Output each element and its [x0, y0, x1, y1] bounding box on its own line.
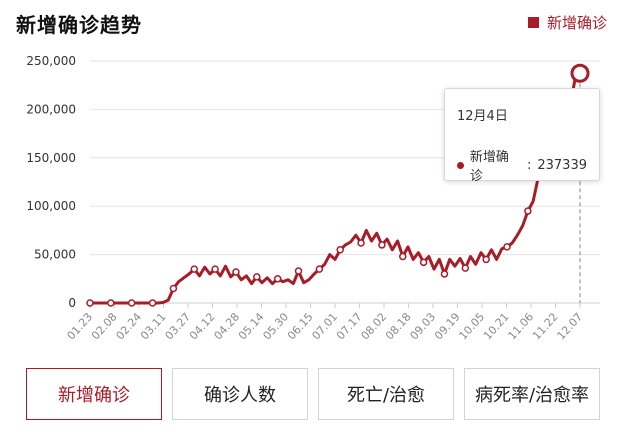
legend-swatch-icon	[527, 17, 539, 28]
tooltip-date: 12月4日	[457, 109, 508, 124]
data-point	[378, 241, 386, 249]
data-point	[357, 239, 365, 247]
x-tick-label: 06.15	[285, 310, 316, 342]
data-point	[148, 299, 157, 307]
tab-new-confirmed-label: 新增确诊	[58, 385, 130, 406]
y-tick-label: 200,000	[26, 102, 76, 116]
highlighted-data-point	[570, 63, 590, 83]
x-tick-label: 11.06	[505, 310, 536, 342]
data-point	[232, 268, 240, 276]
tab-confirmed-total[interactable]: 确诊人数	[172, 368, 308, 420]
data-point	[127, 299, 136, 307]
chart-tooltip: 12月4日 新增确诊:237339	[444, 88, 600, 184]
y-tick-label: 50,000	[34, 248, 76, 262]
data-point	[294, 267, 303, 275]
tab-new-confirmed[interactable]: 新增确诊	[26, 368, 162, 420]
x-tick-label: 02.08	[89, 310, 120, 342]
x-tick-label: 03.11	[138, 310, 169, 342]
tab-deaths-recovered[interactable]: 死亡/治愈	[318, 368, 454, 420]
tab-fatality-recovery-rate[interactable]: 病死率/治愈率	[464, 368, 600, 420]
x-tick-label: 09.03	[407, 310, 438, 342]
x-tick-label: 05.30	[260, 310, 291, 342]
data-point	[169, 284, 178, 293]
tab-confirmed-total-label: 确诊人数	[204, 385, 276, 406]
x-tick-label: 07.17	[334, 310, 365, 342]
data-point	[399, 252, 407, 261]
series-line	[90, 72, 582, 305]
tooltip-row: 新增确诊:237339	[457, 146, 587, 184]
tooltip-value: 237339	[537, 157, 587, 173]
data-point	[482, 255, 490, 264]
x-tick-label: 05.14	[236, 310, 267, 342]
x-tick-label: 02.24	[113, 310, 144, 342]
x-tick-label: 04.28	[211, 310, 242, 342]
x-tick-label: 12.07	[554, 310, 585, 342]
data-point	[336, 246, 344, 254]
tab-bar: 新增确诊 确诊人数 死亡/治愈 病死率/治愈率	[26, 368, 600, 420]
data-point	[211, 265, 219, 273]
y-tick-label: 250,000	[26, 54, 76, 68]
x-tick-label: 08.18	[383, 310, 414, 342]
tooltip-separator: :	[526, 157, 532, 173]
y-tick-label: 0	[68, 296, 76, 310]
x-tick-label: 09.19	[432, 310, 463, 342]
tab-fatality-recovery-rate-label: 病死率/治愈率	[474, 385, 590, 406]
x-tick-label: 03.27	[162, 310, 193, 342]
data-point	[503, 243, 511, 251]
data-point	[190, 265, 199, 273]
legend[interactable]: 新增确诊	[527, 12, 607, 33]
data-point	[440, 270, 449, 278]
data-point	[461, 264, 470, 272]
data-point	[86, 299, 94, 307]
y-tick-label: 150,000	[26, 151, 76, 165]
data-point	[524, 207, 532, 215]
legend-label: 新增确诊	[546, 14, 607, 32]
data-point	[273, 275, 282, 283]
data-point	[107, 299, 115, 307]
x-tick-label: 08.02	[358, 310, 389, 342]
data-point	[253, 273, 261, 281]
y-tick-label: 100,000	[26, 199, 76, 213]
chart-title: 新增确诊趋势	[16, 13, 142, 37]
x-tick-label: 10.05	[456, 310, 487, 342]
x-tick-label: 07.01	[309, 310, 340, 342]
tooltip-label: 新增确诊	[469, 150, 509, 184]
data-point	[419, 258, 428, 267]
tab-deaths-recovered-label: 死亡/治愈	[346, 385, 426, 406]
data-point	[315, 265, 324, 273]
x-tick-label: 01.23	[64, 310, 95, 342]
x-tick-label: 10.21	[481, 310, 512, 342]
tooltip-dot-icon	[457, 161, 464, 169]
x-tick-label: 04.12	[187, 310, 218, 342]
x-tick-label: 11.22	[530, 310, 561, 342]
